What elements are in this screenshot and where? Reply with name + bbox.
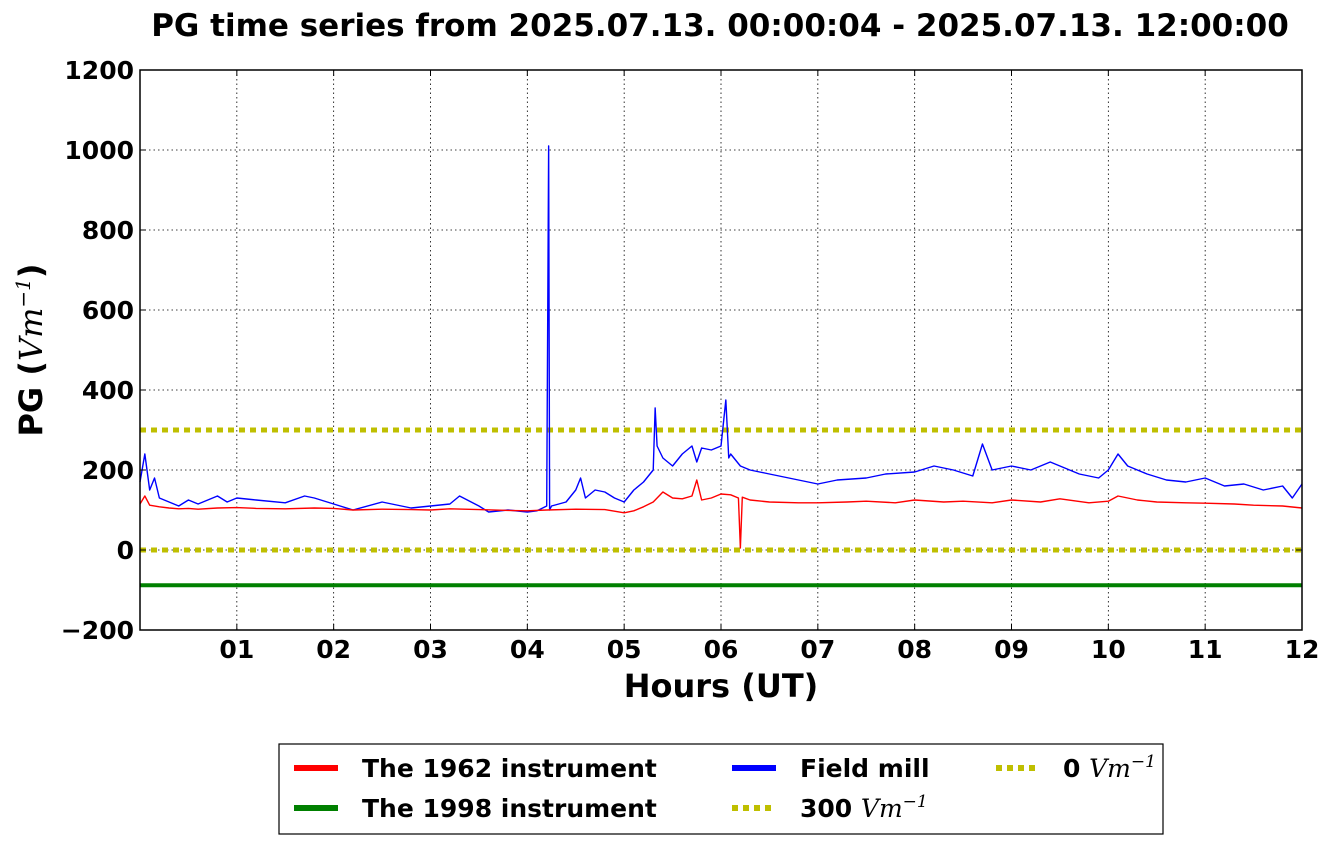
x-tick-label-01: 01: [219, 635, 254, 664]
legend-label-1: The 1998 instrument: [362, 794, 657, 823]
x-tick-label-12: 12: [1285, 635, 1320, 664]
series-line-0: [139, 479, 1303, 549]
y-tick-label-4: 600: [82, 296, 134, 325]
x-tick-label-09: 09: [994, 635, 1029, 664]
x-tick-label-10: 10: [1091, 635, 1126, 664]
legend-box: [278, 743, 1164, 835]
x-tick-label-04: 04: [510, 635, 545, 664]
y-axis-label-prefix: PG (: [12, 361, 50, 436]
y-axis-label-suffix: ): [12, 263, 50, 278]
y-axis-label-exponent: −1: [11, 278, 35, 307]
legend: The 1962 instrument The 1998 instrument Fi…: [278, 743, 1164, 835]
x-tick-label-05: 05: [607, 635, 642, 664]
y-tick-label-0: −200: [61, 616, 134, 645]
x-tick-label-03: 03: [413, 635, 448, 664]
x-tick-label-07: 07: [800, 635, 835, 664]
legend-label-3: 300 Vm−1: [800, 792, 928, 823]
x-axis-label: Hours (UT): [624, 667, 819, 705]
grid: [140, 70, 1302, 630]
y-tick-label-1: 0: [117, 536, 134, 565]
y-tick-labels: −200 0 200 400 600 800 1000 1200: [61, 56, 134, 645]
x-tick-label-08: 08: [897, 635, 932, 664]
x-tick-label-11: 11: [1188, 635, 1223, 664]
chart-title: PG time series from 2025.07.13. 00:00:04…: [151, 8, 1289, 44]
series-lines: [139, 145, 1303, 588]
y-axis-label-unit: Vm: [12, 308, 50, 361]
y-tick-label-7: 1200: [64, 56, 134, 85]
legend-label-2: Field mill: [800, 754, 930, 783]
y-axis-label: PG (Vm−1): [11, 263, 50, 436]
x-tick-label-06: 06: [704, 635, 739, 664]
x-tick-labels: 01 02 03 04 05 06 07 08 09 10 11 12: [219, 635, 1319, 664]
series-line-2: [139, 145, 1303, 513]
y-tick-label-3: 400: [82, 376, 134, 405]
y-tick-label-5: 800: [82, 216, 134, 245]
tick-marks: [140, 69, 1303, 631]
legend-label-4: 0 Vm−1: [1063, 752, 1156, 783]
legend-label-0: The 1962 instrument: [362, 754, 657, 783]
y-tick-label-6: 1000: [64, 136, 134, 165]
plot-area: [139, 69, 1303, 631]
x-tick-label-02: 02: [316, 635, 351, 664]
y-tick-label-2: 200: [82, 456, 134, 485]
